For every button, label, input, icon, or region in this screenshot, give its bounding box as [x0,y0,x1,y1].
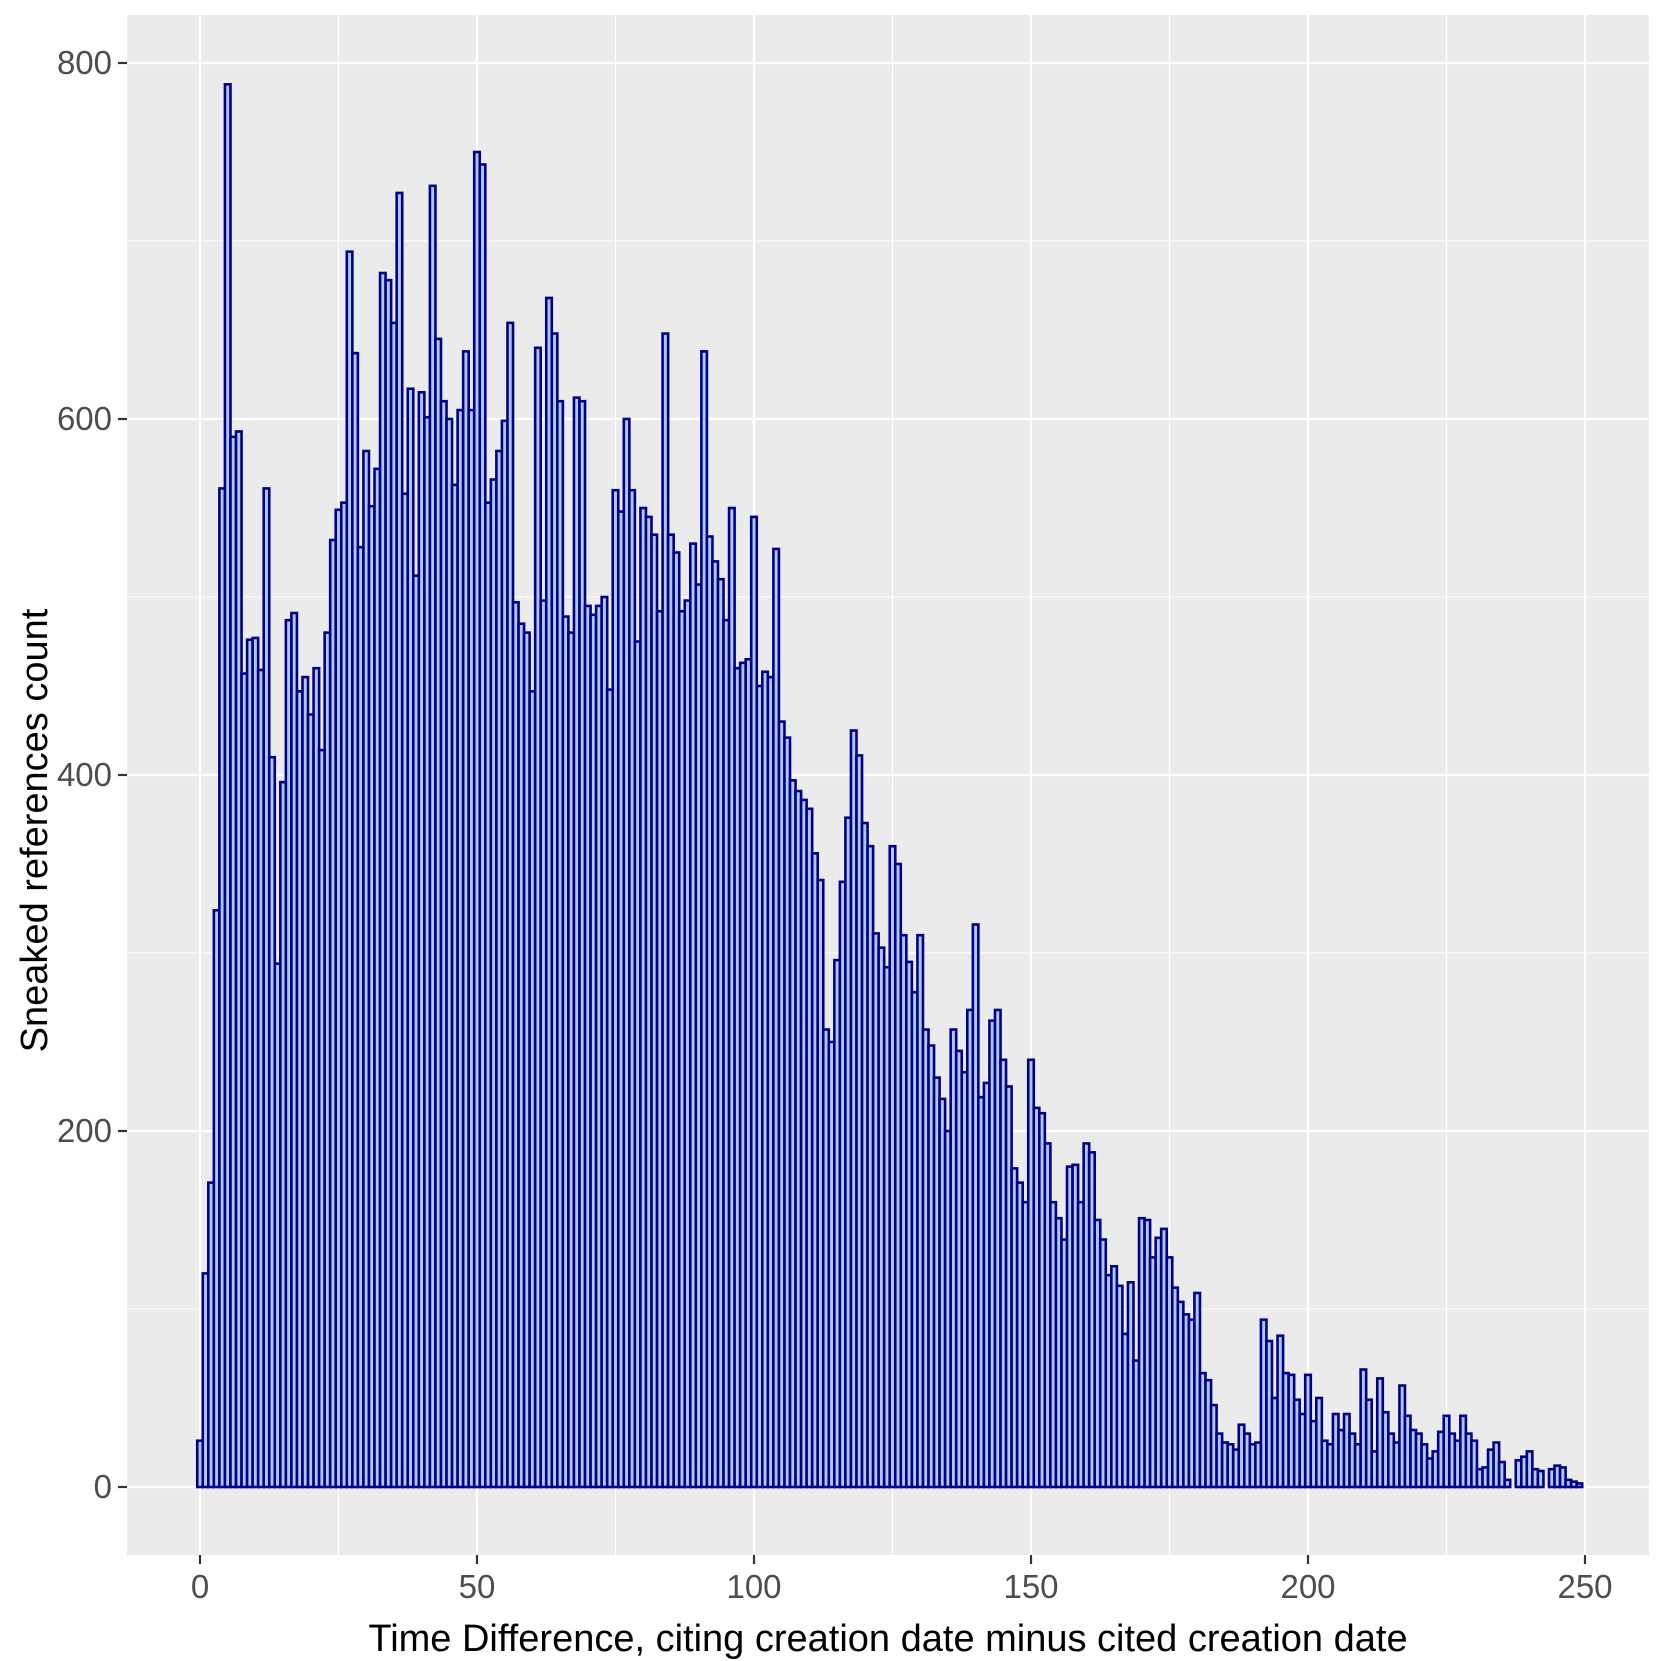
y-tick-label: 200 [57,1112,112,1149]
bar [1364,1398,1374,1489]
bar [1497,1460,1506,1489]
x-tick-label: 200 [1280,1568,1335,1605]
y-tick-label: 800 [57,44,112,81]
tick-labels: 0 50 100 150 200 250 0 200 400 600 800 [57,44,1613,1605]
x-tick-label: 50 [459,1568,496,1605]
bars [195,83,1584,1489]
x-tick-label: 150 [1003,1568,1058,1605]
bar [1575,1482,1584,1489]
x-tick-label: 100 [726,1568,781,1605]
y-tick-label: 600 [57,400,112,437]
x-tick-label: 0 [191,1568,209,1605]
bar [1470,1439,1479,1489]
y-tick-label: 0 [94,1468,112,1505]
bar [1558,1466,1567,1489]
x-axis-title: Time Difference, citing creation date mi… [368,1618,1408,1660]
tick-marks [118,61,1587,1564]
x-tick-label: 250 [1557,1568,1612,1605]
bar [1536,1469,1545,1489]
bar [1503,1478,1512,1489]
y-axis-title: Sneaked references count [14,608,56,1053]
y-tick-label: 400 [57,756,112,793]
